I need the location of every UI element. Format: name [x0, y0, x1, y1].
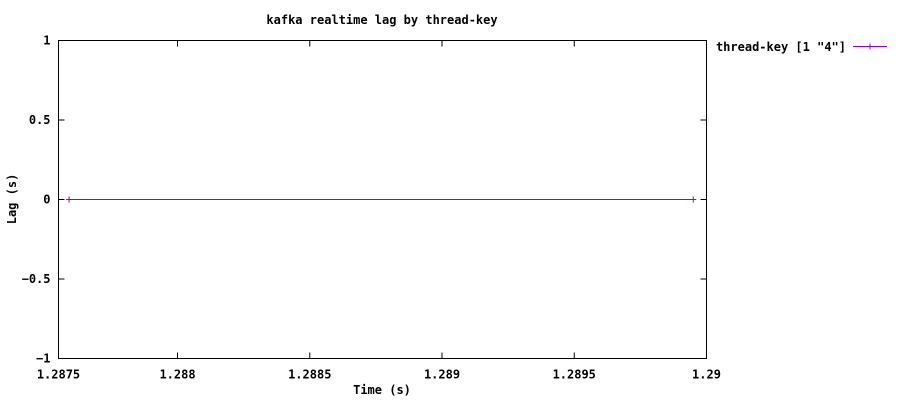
y-tick-label: 1	[43, 34, 50, 48]
legend-label: thread-key [1 "4"]	[716, 40, 846, 54]
data-point	[690, 196, 697, 203]
y-tick-label: 0.5	[29, 113, 51, 127]
y-axis-ticks: 1 0.5 0 −0.5 −1	[22, 34, 707, 366]
series-layer	[66, 196, 697, 203]
x-tick-label: 1.288	[159, 368, 195, 382]
data-point	[66, 196, 73, 203]
y-axis-label: Lag (s)	[5, 174, 19, 225]
x-tick-label: 1.29	[692, 368, 721, 382]
x-axis-ticks: 1.2875 1.288 1.2885 1.289 1.2895 1.29	[37, 40, 721, 382]
y-tick-label: −1	[36, 352, 50, 366]
legend-marker	[867, 43, 873, 50]
x-tick-label: 1.2895	[553, 368, 596, 382]
legend: thread-key [1 "4"]	[716, 40, 887, 54]
x-tick-label: 1.2875	[37, 368, 80, 382]
chart-title: kafka realtime lag by thread-key	[266, 13, 497, 27]
x-tick-label: 1.2885	[288, 368, 331, 382]
x-tick-label: 1.289	[424, 368, 460, 382]
x-axis-label: Time (s)	[353, 383, 411, 397]
y-tick-label: 0	[43, 193, 50, 207]
y-tick-label: −0.5	[22, 272, 51, 286]
